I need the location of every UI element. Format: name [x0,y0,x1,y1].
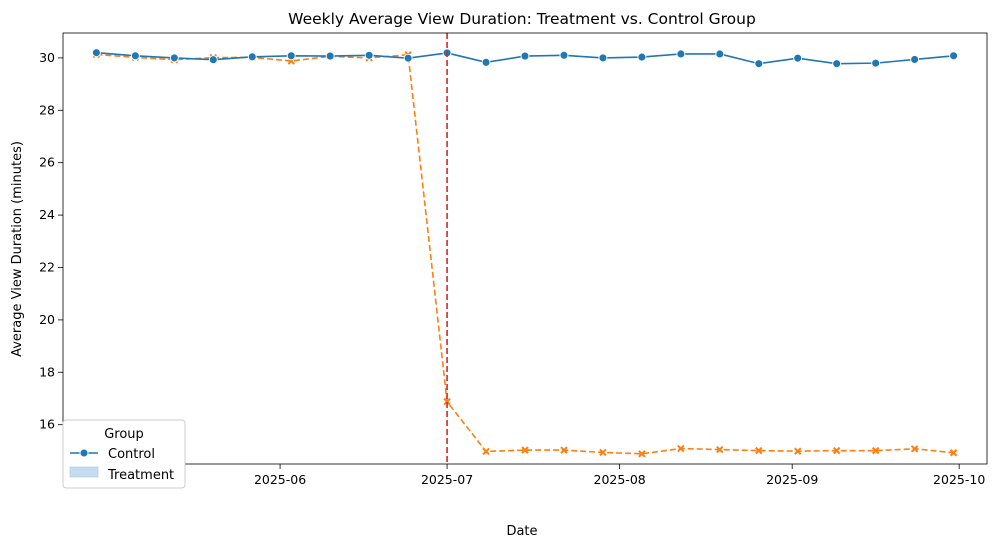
plot-border [62,32,988,465]
control-point [949,51,959,61]
y-tick-label: 22 [39,259,55,274]
x-axis-ticks: 2025-052025-062025-072025-082025-092025-… [81,464,985,487]
y-tick-label: 24 [39,207,55,222]
y-tick-label: 18 [39,364,55,379]
control-point [247,52,257,62]
control-point [325,51,335,61]
treatment-point [482,447,490,456]
x-tick-label: 2025-08 [594,472,646,487]
control-point [832,59,842,69]
y-tick-label: 26 [39,155,55,170]
y-axis-title: Average View Duration (minutes) [10,141,25,357]
x-tick-label: 2025-10 [933,472,985,487]
treatment-point [716,445,724,454]
treatment-point [677,444,685,453]
x-tick-label: 2025-07 [421,472,473,487]
legend: Group Control Treatment [62,419,186,489]
control-point [286,51,296,61]
y-tick-label: 28 [39,102,55,117]
treatment-point [910,445,919,453]
y-tick-label: 20 [39,312,55,327]
control-point [91,48,101,58]
legend-title: Group [104,427,144,442]
control-point [208,55,218,65]
control-point [364,50,374,60]
control-point [169,53,179,63]
treatment-point [794,447,802,455]
control-point [871,58,881,68]
control-point [403,53,413,63]
series-layer [91,48,959,458]
plot-area [63,33,987,464]
control-point [130,51,140,61]
control-point [598,53,608,63]
control-point [676,49,686,59]
chart-title: Weekly Average View Duration: Treatment … [288,10,756,28]
x-axis-title: Date [506,524,537,539]
treatment-point [443,397,451,406]
control-point [793,53,803,63]
x-tick-label: 2025-09 [766,472,818,487]
treatment-point [638,450,646,458]
y-axis-ticks: 16 18 20 22 24 26 28 30 [39,50,63,432]
treatment-point [599,448,607,457]
treatment-point [521,446,529,454]
control-point [637,52,647,62]
control-point [910,55,920,64]
control-point [754,59,764,69]
control-point [520,51,530,61]
control-point [715,49,725,59]
y-tick-label: 30 [39,50,55,65]
legend-control-label: Control [108,447,155,462]
control-point [559,50,569,60]
treatment-point [560,446,568,454]
control-point [481,57,491,67]
legend-treatment-swatch [69,466,99,478]
treatment-point [755,446,763,455]
x-tick-label: 2025-06 [254,472,306,487]
legend-control-marker [79,448,89,458]
treatment-point [871,446,880,455]
treatment-point [833,446,841,455]
y-tick-label: 16 [39,417,55,432]
treatment-point [949,449,958,457]
legend-treatment-label: Treatment [107,468,174,483]
